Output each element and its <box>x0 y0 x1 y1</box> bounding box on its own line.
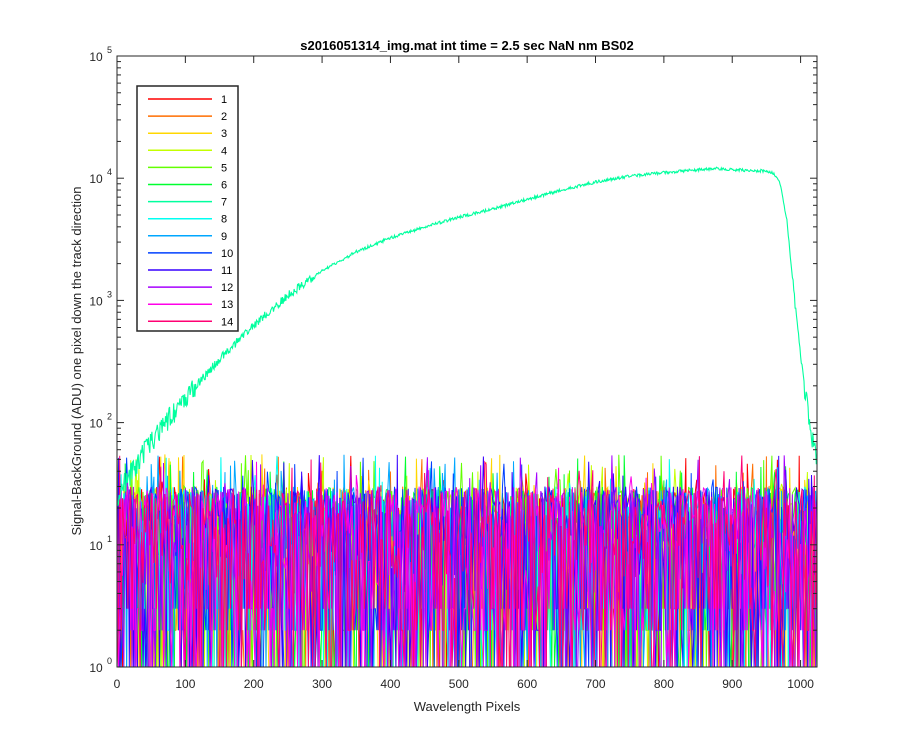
signal-series-layer <box>117 166 817 507</box>
y-tick-label: 10 <box>89 50 103 64</box>
x-tick-label: 200 <box>244 677 264 691</box>
legend-label-2: 2 <box>221 111 227 123</box>
y-tick-exponent: 5 <box>107 45 112 55</box>
y-tick-exponent: 1 <box>107 534 112 544</box>
y-tick-label: 10 <box>89 172 103 186</box>
chart-title: s2016051314_img.mat int time = 2.5 sec N… <box>300 38 634 53</box>
x-tick-label: 0 <box>114 677 121 691</box>
legend-label-14: 14 <box>221 316 233 328</box>
x-tick-label: 400 <box>380 677 400 691</box>
plot-area-frame <box>116 55 818 668</box>
x-tick-label: 900 <box>722 677 742 691</box>
y-tick-label: 10 <box>89 539 103 553</box>
legend-label-7: 7 <box>221 197 227 209</box>
x-axis-ticks: 0 100 200 300 400 500 600 700 800 900 1000 <box>114 56 814 691</box>
x-tick-label: 300 <box>312 677 332 691</box>
legend-label-5: 5 <box>221 162 227 174</box>
x-tick-label: 800 <box>654 677 674 691</box>
legend-label-4: 4 <box>221 145 227 157</box>
legend-label-6: 6 <box>221 180 227 192</box>
legend-label-1: 1 <box>221 94 227 106</box>
legend-label-12: 12 <box>221 282 233 294</box>
y-axis-ticks: 10 0 10 1 10 2 10 3 10 4 10 5 <box>89 45 817 675</box>
x-tick-label: 500 <box>449 677 469 691</box>
y-tick-exponent: 3 <box>107 289 112 299</box>
x-tick-label: 700 <box>586 677 606 691</box>
y-tick-label: 10 <box>89 294 103 308</box>
series-7-line <box>117 166 817 507</box>
x-axis-label: Wavelength Pixels <box>414 699 521 714</box>
x-tick-label: 1000 <box>787 677 814 691</box>
y-tick-exponent: 4 <box>107 167 112 177</box>
legend-label-10: 10 <box>221 248 233 260</box>
series-14-line <box>117 455 817 667</box>
y-tick-label: 10 <box>89 417 103 431</box>
y-tick-label: 10 <box>89 661 103 675</box>
legend-label-3: 3 <box>221 128 227 140</box>
y-axis-label: Signal-BackGround (ADU) one pixel down t… <box>69 186 84 535</box>
x-tick-label: 100 <box>175 677 195 691</box>
legend-label-13: 13 <box>221 299 233 311</box>
x-tick-label: 600 <box>517 677 537 691</box>
y-tick-exponent: 2 <box>107 412 112 422</box>
legend-label-9: 9 <box>221 231 227 243</box>
legend-label-8: 8 <box>221 214 227 226</box>
noise-series-layer <box>117 454 817 667</box>
legend-box <box>136 85 239 332</box>
legend-label-11: 11 <box>221 265 232 277</box>
y-tick-exponent: 0 <box>107 656 112 666</box>
